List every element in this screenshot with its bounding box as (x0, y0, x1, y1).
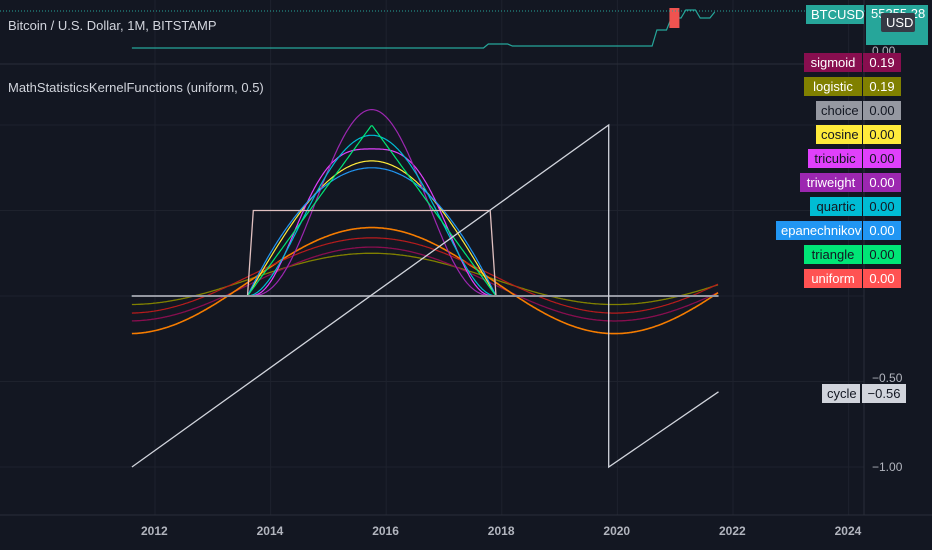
legend-name-epanechnikov: epanechnikov (776, 221, 862, 240)
y-axis-label-minus-half: −0.50 (872, 371, 903, 385)
legend-name-quartic: quartic (810, 197, 862, 216)
legend-value-triangle: 0.00 (863, 245, 901, 264)
legend-value-epanechnikov: 0.00 (863, 221, 901, 240)
x-tick-2020: 2020 (603, 524, 631, 538)
series-line-cycle (131, 123, 719, 469)
legend-value-choice: 0.00 (863, 101, 901, 120)
legend-name-triweight: triweight (800, 173, 862, 192)
price-candle-red (669, 8, 680, 28)
series-line-uniform (131, 209, 719, 297)
legend-value-quartic: 0.00 (863, 197, 901, 216)
legend-value-tricubic: 0.00 (863, 149, 901, 168)
series-layer (131, 108, 719, 469)
legend-value-sigmoid: 0.19 (863, 53, 901, 72)
price-series (131, 8, 716, 49)
legend-value-logistic: 0.19 (863, 77, 901, 96)
price-line (131, 9, 716, 49)
indicator-title: MathStatisticsKernelFunctions (uniform, … (8, 80, 264, 95)
symbol-badge: BTCUSD (806, 5, 864, 24)
series-line-triweight (131, 108, 718, 297)
cycle-value-tag: −0.56 (862, 384, 906, 403)
x-tick-2016: 2016 (372, 524, 399, 538)
series-line-epanechnikov (131, 167, 718, 297)
x-tick-2018: 2018 (487, 524, 515, 538)
cycle-name-tag: cycle (822, 384, 860, 403)
legend-value-cosine: 0.00 (863, 125, 901, 144)
legend-name-choice: choice (816, 101, 862, 120)
legend-name-cosine: cosine (816, 125, 862, 144)
x-tick-2022: 2022 (719, 524, 746, 538)
y-axis-label-minus-one: −1.00 (872, 460, 903, 474)
x-tick-2024: 2024 (834, 524, 862, 538)
series-line-quartic (131, 134, 718, 297)
x-tick-2014: 2014 (256, 524, 284, 538)
series-line-darkred (131, 237, 719, 314)
currency-badge[interactable]: USD (881, 13, 915, 32)
x-tick-2012: 2012 (141, 524, 168, 538)
legend-name-tricubic: tricubic (808, 149, 862, 168)
series-line-sigmoid (131, 246, 719, 322)
legend-name-logistic: logistic (804, 77, 862, 96)
series-line-tricubic (131, 148, 718, 297)
legend-name-sigmoid: sigmoid (804, 53, 862, 72)
legend-name-uniform: uniform (804, 269, 862, 288)
symbol-title: Bitcoin / U.S. Dollar, 1M, BITSTAMP (8, 18, 217, 33)
legend-value-uniform: 0.00 (863, 269, 901, 288)
legend-value-triweight: 0.00 (863, 173, 901, 192)
legend-name-triangle: triangle (804, 245, 862, 264)
series-line-orange (131, 226, 719, 335)
